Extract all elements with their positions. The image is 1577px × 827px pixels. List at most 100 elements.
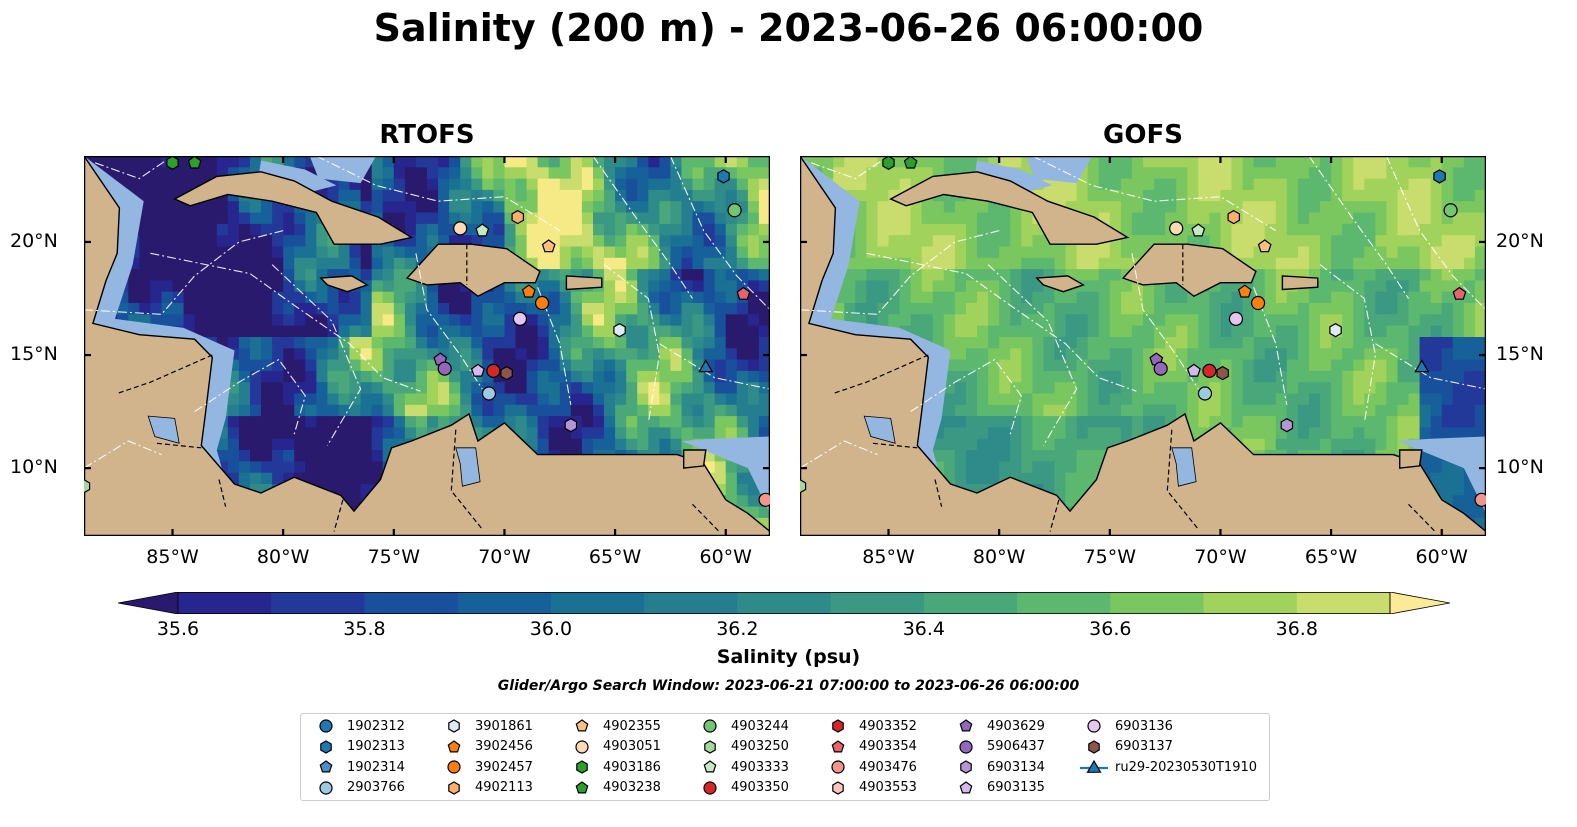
colorbar-bin xyxy=(923,592,1018,614)
salinity-cell xyxy=(183,269,196,281)
salinity-cell xyxy=(305,461,317,474)
salinity-cell xyxy=(1198,178,1210,191)
salinity-cell xyxy=(1010,337,1022,349)
salinity-cell xyxy=(1043,257,1056,270)
salinity-cell xyxy=(504,404,517,417)
salinity-cell xyxy=(747,427,760,440)
salinity-cell xyxy=(1021,450,1033,462)
salinity-cell xyxy=(1098,393,1111,406)
salinity-cell xyxy=(1441,246,1454,259)
salinity-cell xyxy=(438,382,450,395)
salinity-cell xyxy=(526,325,539,338)
salinity-cell xyxy=(1131,156,1144,168)
salinity-cell xyxy=(692,178,705,191)
salinity-cell xyxy=(272,359,284,372)
salinity-cell xyxy=(1408,280,1421,293)
salinity-cell xyxy=(360,416,373,428)
salinity-cell xyxy=(305,404,317,417)
salinity-cell xyxy=(504,416,517,428)
salinity-cell xyxy=(305,156,317,168)
salinity-cell xyxy=(659,359,672,372)
salinity-cell xyxy=(966,291,978,304)
salinity-cell xyxy=(725,167,738,180)
salinity-cell xyxy=(866,212,879,225)
country-border xyxy=(117,354,213,395)
country-border xyxy=(692,503,720,532)
salinity-cell xyxy=(943,416,956,428)
salinity-cell xyxy=(670,359,683,372)
salinity-cell xyxy=(1474,178,1486,191)
salinity-cell xyxy=(404,235,417,248)
salinity-cell xyxy=(681,427,694,440)
salinity-cell xyxy=(559,189,572,202)
salinity-cell xyxy=(888,291,901,304)
salinity-cell xyxy=(593,382,605,395)
salinity-cell xyxy=(999,472,1011,485)
salinity-cell xyxy=(1143,235,1155,248)
salinity-cell xyxy=(382,393,395,406)
salinity-cell xyxy=(1286,325,1299,338)
salinity-cell xyxy=(1452,212,1465,225)
salinity-cell xyxy=(1065,393,1078,406)
salinity-cell xyxy=(161,303,174,315)
salinity-cell xyxy=(382,438,395,451)
salinity-cell xyxy=(1242,280,1255,293)
salinity-cell xyxy=(1430,461,1443,474)
salinity-cell xyxy=(1032,235,1045,248)
salinity-cell xyxy=(736,178,749,191)
salinity-cell xyxy=(966,393,978,406)
salinity-cell xyxy=(250,348,262,361)
salinity-cell xyxy=(1253,257,1266,270)
salinity-cell xyxy=(615,314,627,327)
eez-boundary xyxy=(84,230,284,315)
salinity-cell xyxy=(977,246,989,259)
salinity-cell xyxy=(758,178,770,191)
salinity-cell xyxy=(1364,269,1376,281)
salinity-cell xyxy=(581,201,594,214)
salinity-cell xyxy=(593,359,605,372)
salinity-cell xyxy=(1032,370,1045,383)
salinity-cell xyxy=(1198,314,1210,327)
salinity-cell xyxy=(1109,359,1122,372)
salinity-cell xyxy=(305,370,317,383)
salinity-cell xyxy=(866,201,879,214)
salinity-cell xyxy=(1087,325,1100,338)
salinity-cell xyxy=(1320,303,1332,315)
continental-shelf xyxy=(1397,436,1486,514)
eez-boundary xyxy=(669,156,770,311)
salinity-cell xyxy=(670,246,683,259)
salinity-cell xyxy=(1021,280,1033,293)
salinity-cell xyxy=(725,280,738,293)
salinity-cell xyxy=(183,291,196,304)
salinity-cell xyxy=(227,246,240,259)
salinity-cell xyxy=(1021,291,1033,304)
salinity-cell xyxy=(471,156,483,168)
salinity-cell xyxy=(1331,314,1343,327)
salinity-cell xyxy=(1430,246,1443,259)
salinity-cell xyxy=(932,167,945,180)
salinity-cell xyxy=(1275,370,1288,383)
salinity-cell xyxy=(537,189,550,202)
salinity-cell xyxy=(1309,416,1321,428)
salinity-cell xyxy=(438,303,450,315)
salinity-cell xyxy=(747,280,760,293)
salinity-cell xyxy=(1364,189,1376,202)
salinity-cell xyxy=(1065,472,1078,485)
salinity-cell xyxy=(1286,223,1299,236)
salinity-cell xyxy=(1209,201,1222,214)
salinity-cell xyxy=(725,212,738,225)
salinity-cell xyxy=(1032,257,1045,270)
salinity-cell xyxy=(294,461,306,474)
salinity-cell xyxy=(1131,337,1144,349)
salinity-cell xyxy=(161,189,174,202)
salinity-cell xyxy=(1165,382,1177,395)
salinity-cell xyxy=(637,370,649,383)
salinity-cell xyxy=(581,212,594,225)
salinity-cell xyxy=(1342,382,1354,395)
salinity-cell xyxy=(1286,178,1299,191)
salinity-cell xyxy=(504,393,517,406)
salinity-cell xyxy=(758,156,770,168)
salinity-cell xyxy=(1065,337,1078,349)
salinity-cell xyxy=(1010,450,1022,462)
salinity-cell xyxy=(515,246,528,259)
